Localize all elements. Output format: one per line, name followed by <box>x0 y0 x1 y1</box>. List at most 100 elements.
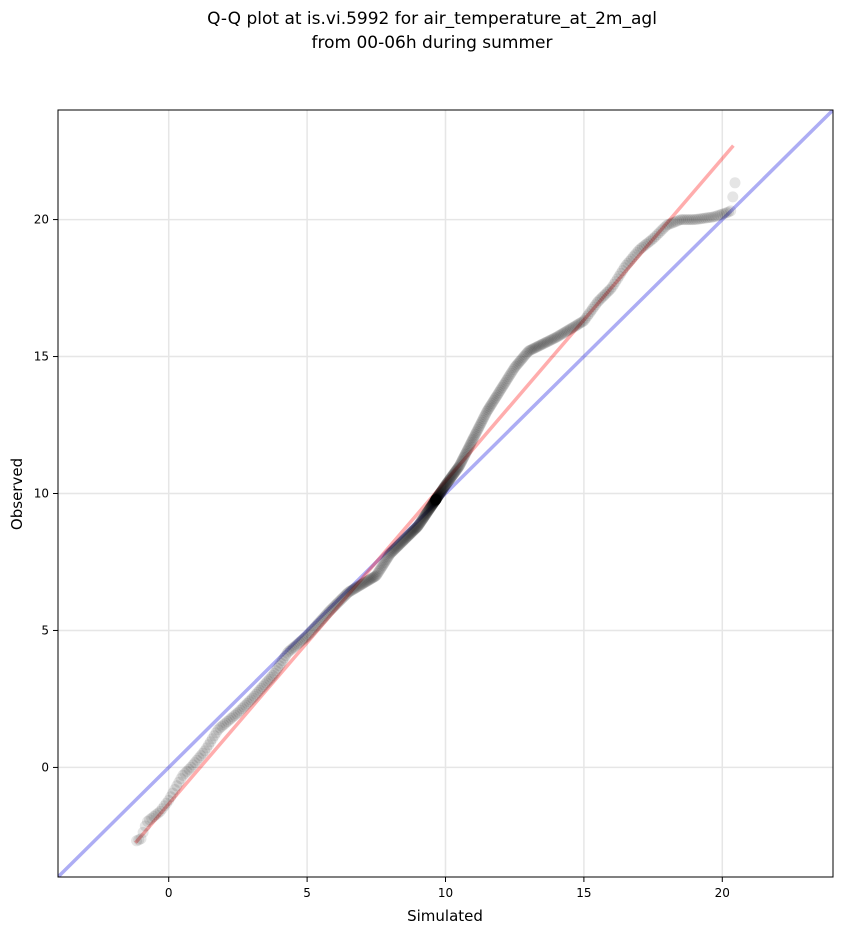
quantile-point <box>422 505 434 517</box>
quantile-point <box>443 474 455 486</box>
quantile-point <box>513 356 525 368</box>
quantile-point <box>535 339 547 351</box>
quantile-point <box>410 522 422 534</box>
quantile-point <box>659 221 671 233</box>
quantile-point <box>657 223 669 235</box>
quantile-point <box>177 769 189 781</box>
quantile-point <box>638 240 650 252</box>
fit-line <box>134 144 735 844</box>
quantile-point <box>633 244 645 256</box>
quantile-point <box>435 486 447 498</box>
quantile-point <box>627 251 639 263</box>
quantile-point <box>618 262 630 274</box>
quantile-point <box>438 482 450 494</box>
quantile-point <box>345 585 357 597</box>
quantile-point <box>205 736 216 748</box>
quantile-point <box>522 346 534 358</box>
quantile-point <box>491 390 503 402</box>
quantile-point <box>335 593 347 605</box>
quantile-point <box>669 216 681 228</box>
quantile-point <box>338 591 350 603</box>
quantile-point <box>424 503 436 515</box>
quantile-point <box>598 290 610 302</box>
quantile-point <box>444 474 456 485</box>
quantile-point <box>340 588 352 600</box>
quantile-point <box>448 468 460 479</box>
quantile-point <box>479 409 491 421</box>
quantile-point <box>393 539 405 551</box>
quantile-point <box>379 557 391 569</box>
quantile-point <box>201 742 213 754</box>
quantile-point <box>481 405 493 417</box>
quantile-point <box>343 586 355 598</box>
quantile-point <box>504 369 516 381</box>
quantile-point <box>406 526 418 538</box>
quantile-point <box>411 521 423 533</box>
quantile-point <box>430 494 442 506</box>
quantile-point <box>466 435 478 447</box>
quantile-point <box>512 358 524 369</box>
quantile-point <box>146 812 158 824</box>
quantile-point <box>414 517 426 529</box>
quantile-point <box>429 496 441 507</box>
quantile-point <box>415 516 427 528</box>
quantile-point <box>265 671 277 683</box>
quantile-point <box>420 509 432 521</box>
quantile-point <box>307 624 319 635</box>
quantile-point <box>454 458 466 470</box>
quantile-point <box>413 519 425 531</box>
quantile-point <box>310 620 322 632</box>
quantile-point <box>456 454 468 466</box>
quantile-point <box>408 524 420 536</box>
quantile-point <box>714 209 726 221</box>
quantile-point <box>463 441 475 453</box>
quantile-point <box>133 834 145 846</box>
quantile-point <box>268 667 280 679</box>
quantile-point <box>358 577 370 589</box>
quantile-point <box>631 247 643 258</box>
quantile-point <box>442 476 454 488</box>
quantile-point <box>376 561 388 573</box>
quantile-point <box>430 493 442 505</box>
quantile-point <box>498 378 510 390</box>
quantile-point <box>476 415 488 426</box>
quantile-point <box>193 752 205 764</box>
quantile-point <box>712 210 724 222</box>
quantile-point <box>171 780 183 792</box>
quantile-point <box>560 326 572 337</box>
quantile-point <box>314 616 326 628</box>
quantile-point <box>448 468 459 480</box>
quantile-point <box>551 331 563 343</box>
y-tick-label: 0 <box>41 760 49 774</box>
quantile-point <box>474 420 486 432</box>
quantile-point <box>169 784 181 795</box>
quantile-point <box>574 317 586 329</box>
quantile-point <box>208 730 220 742</box>
quantile-point <box>496 381 508 393</box>
quantile-point <box>275 657 287 669</box>
quantile-point <box>465 438 476 450</box>
quantile-point <box>245 694 257 706</box>
quantile-point <box>294 636 306 648</box>
quantile-point <box>277 655 288 667</box>
quantile-point <box>214 722 226 734</box>
quantile-point <box>402 530 414 542</box>
quantile-point <box>439 480 451 492</box>
quantile-point <box>212 724 224 736</box>
quantile-point <box>636 241 648 253</box>
quantile-point <box>430 494 442 506</box>
quantile-point <box>537 338 549 350</box>
quantile-point <box>421 507 433 519</box>
quantile-point <box>467 433 479 445</box>
quantile-point <box>441 478 453 489</box>
quantile-point <box>399 533 411 545</box>
quantile-point <box>506 365 518 377</box>
quantile-point <box>311 619 323 631</box>
identity-line <box>58 110 833 877</box>
quantile-point <box>629 249 641 261</box>
quantile-point <box>270 665 282 677</box>
quantile-point <box>418 511 430 523</box>
y-tick-label: 10 <box>34 487 49 501</box>
quantile-point <box>430 493 442 505</box>
quantile-point <box>691 213 703 225</box>
